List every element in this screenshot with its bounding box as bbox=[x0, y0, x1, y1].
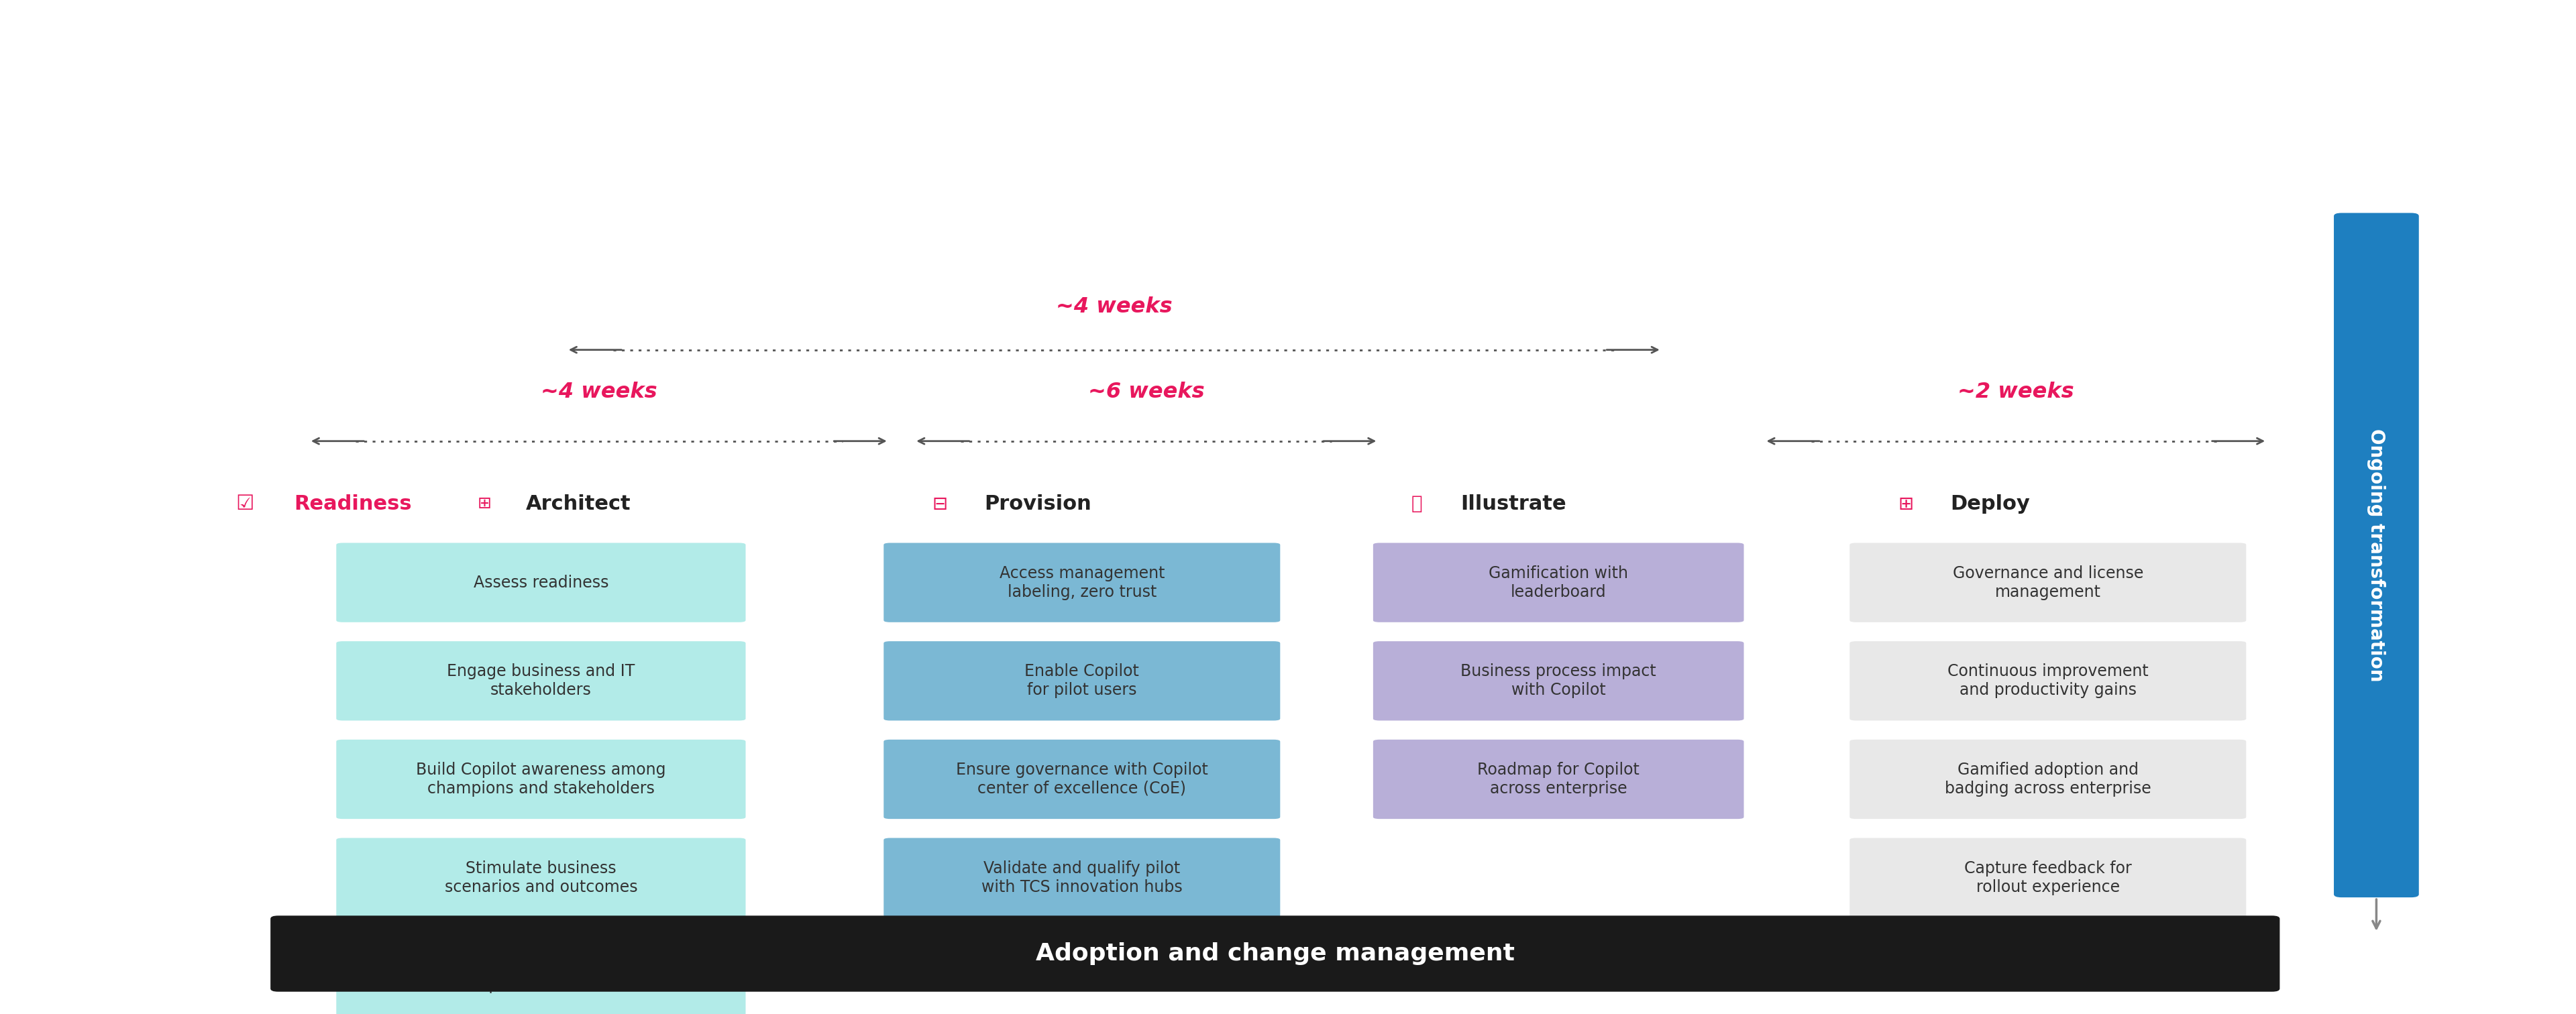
Text: ~6 weeks: ~6 weeks bbox=[1087, 381, 1206, 403]
FancyBboxPatch shape bbox=[335, 541, 747, 624]
FancyBboxPatch shape bbox=[335, 640, 747, 722]
FancyBboxPatch shape bbox=[881, 640, 1280, 722]
Text: Capture feedback for
rollout experience: Capture feedback for rollout experience bbox=[1963, 860, 2133, 895]
Text: Business process impact
with Copilot: Business process impact with Copilot bbox=[1461, 663, 1656, 699]
FancyBboxPatch shape bbox=[881, 837, 1280, 919]
Text: Ongoing transformation: Ongoing transformation bbox=[2367, 429, 2385, 681]
Text: ☑: ☑ bbox=[234, 494, 255, 514]
FancyBboxPatch shape bbox=[2334, 213, 2419, 897]
FancyBboxPatch shape bbox=[335, 935, 747, 1014]
Text: Ensure security and
compliance readiness: Ensure security and compliance readiness bbox=[456, 958, 626, 994]
Text: Roadmap for Copilot
across enterprise: Roadmap for Copilot across enterprise bbox=[1479, 762, 1638, 797]
FancyBboxPatch shape bbox=[881, 738, 1280, 820]
Text: Architect: Architect bbox=[526, 494, 631, 514]
Text: Illustrate: Illustrate bbox=[1461, 494, 1566, 514]
FancyBboxPatch shape bbox=[1850, 640, 2246, 722]
Text: Engage business and IT
stakeholders: Engage business and IT stakeholders bbox=[446, 663, 636, 699]
Text: Continuous improvement
and productivity gains: Continuous improvement and productivity … bbox=[1947, 663, 2148, 699]
Text: Governance and license
management: Governance and license management bbox=[1953, 565, 2143, 600]
Text: Adoption and change management: Adoption and change management bbox=[1036, 942, 1515, 965]
FancyBboxPatch shape bbox=[1370, 541, 1747, 624]
Text: Ensure governance with Copilot
center of excellence (CoE): Ensure governance with Copilot center of… bbox=[956, 762, 1208, 797]
FancyBboxPatch shape bbox=[335, 738, 747, 820]
Text: ~4 weeks: ~4 weeks bbox=[541, 381, 657, 403]
Text: Stimulate business
scenarios and outcomes: Stimulate business scenarios and outcome… bbox=[446, 860, 636, 895]
Text: ~4 weeks: ~4 weeks bbox=[1056, 296, 1172, 317]
Text: Build Copilot awareness among
champions and stakeholders: Build Copilot awareness among champions … bbox=[415, 762, 667, 797]
Text: Deploy: Deploy bbox=[1950, 494, 2030, 514]
Text: Assess readiness: Assess readiness bbox=[474, 575, 608, 590]
Text: Access management
labeling, zero trust: Access management labeling, zero trust bbox=[999, 565, 1164, 600]
Text: ⊞: ⊞ bbox=[1899, 495, 1914, 513]
FancyBboxPatch shape bbox=[270, 916, 2280, 992]
FancyBboxPatch shape bbox=[1850, 837, 2246, 919]
Text: ⊟: ⊟ bbox=[933, 495, 948, 513]
Text: Enable Copilot
for pilot users: Enable Copilot for pilot users bbox=[1025, 663, 1139, 699]
Text: Validate and qualify pilot
with TCS innovation hubs: Validate and qualify pilot with TCS inno… bbox=[981, 860, 1182, 895]
Text: ~2 weeks: ~2 weeks bbox=[1958, 381, 2074, 403]
Text: Readiness: Readiness bbox=[294, 494, 412, 514]
Text: ⊞: ⊞ bbox=[477, 496, 492, 512]
FancyBboxPatch shape bbox=[1370, 640, 1747, 722]
Text: Gamification with
leaderboard: Gamification with leaderboard bbox=[1489, 565, 1628, 600]
FancyBboxPatch shape bbox=[335, 837, 747, 919]
FancyBboxPatch shape bbox=[1850, 541, 2246, 624]
FancyBboxPatch shape bbox=[1850, 738, 2246, 820]
Text: Gamified adoption and
badging across enterprise: Gamified adoption and badging across ent… bbox=[1945, 762, 2151, 797]
FancyBboxPatch shape bbox=[881, 541, 1280, 624]
FancyBboxPatch shape bbox=[1370, 738, 1747, 820]
Text: ⛅: ⛅ bbox=[1412, 495, 1422, 513]
Text: Provision: Provision bbox=[984, 494, 1092, 514]
